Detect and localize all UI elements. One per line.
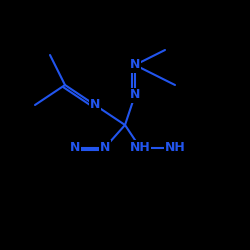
Text: N: N [70,141,80,154]
Text: N: N [130,58,140,71]
Text: N: N [130,88,140,102]
Text: NH: NH [164,141,186,154]
Text: N: N [90,98,100,112]
Text: NH: NH [130,141,150,154]
Text: N: N [100,141,110,154]
